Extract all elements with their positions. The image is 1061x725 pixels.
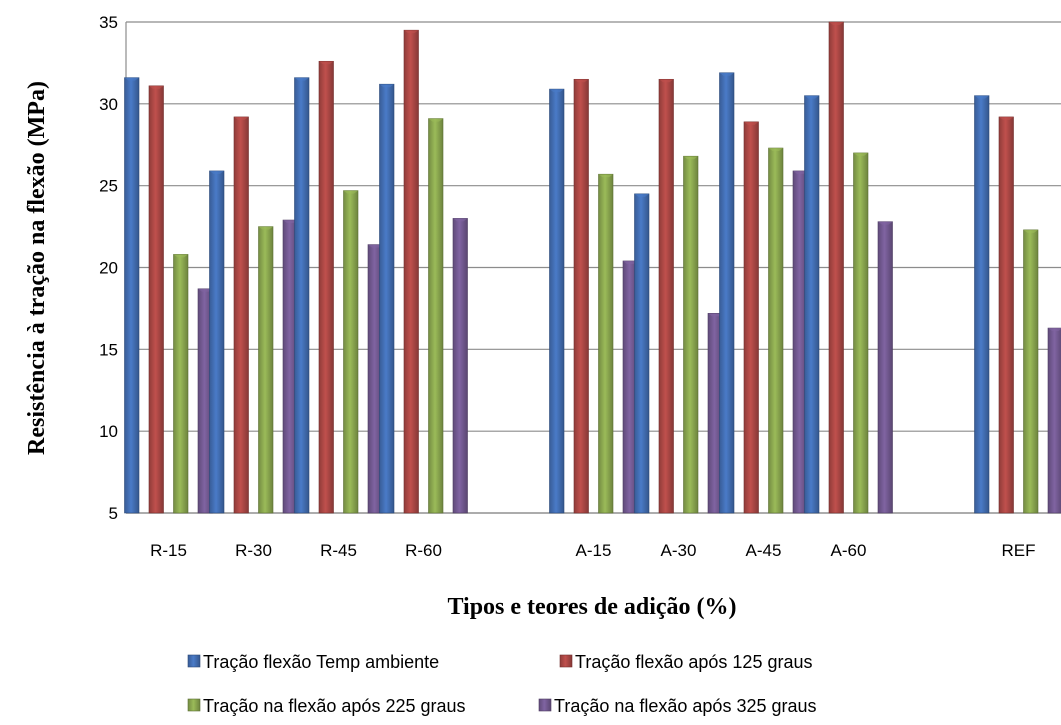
- bar: [403, 29, 419, 514]
- bar: [379, 83, 395, 514]
- bar: [719, 72, 735, 514]
- bar: [598, 173, 614, 514]
- legend-swatch: [187, 654, 201, 668]
- bar-cap: [173, 254, 188, 258]
- bar: [743, 121, 759, 514]
- bar-cap: [258, 226, 273, 230]
- bar: [1047, 327, 1061, 514]
- bar-cap: [744, 121, 759, 125]
- bar-cap: [623, 260, 638, 264]
- bar: [768, 147, 784, 514]
- legend-label: Tração na flexão após 325 graus: [554, 696, 817, 716]
- y-axis-title: Resistência à tração na flexão (MPa): [24, 81, 50, 455]
- y-tick-label: 25: [99, 177, 118, 196]
- bar: [233, 116, 249, 514]
- legend: Tração flexão Temp ambiente Tração flexão…: [187, 652, 817, 716]
- bar-cap: [719, 72, 734, 76]
- bar-cap: [124, 77, 139, 81]
- x-tick-label: R-30: [235, 541, 272, 560]
- legend-label: Tração flexão após 125 graus: [575, 652, 812, 672]
- x-tick-labels: R-15 R-30 R-45 R-60 A-15 A-30 A-45 A-60 REF: [150, 541, 1035, 560]
- bar: [148, 85, 164, 514]
- y-tick-labels: 5 10 15 20 25 30 35: [99, 13, 118, 523]
- bar-cap: [379, 84, 394, 88]
- legend-swatch: [187, 698, 201, 712]
- x-tick-label: A-60: [831, 541, 867, 560]
- bar-cap: [683, 156, 698, 160]
- bar-cap: [659, 79, 674, 83]
- bar-cap: [829, 22, 844, 25]
- bar: [209, 170, 225, 514]
- bar-cap: [209, 170, 224, 174]
- bar-cap: [319, 61, 334, 65]
- bar-cap: [198, 288, 213, 292]
- bar: [124, 77, 140, 514]
- bar-cap: [294, 77, 309, 81]
- y-tick-label: 20: [99, 259, 118, 278]
- bar: [428, 118, 444, 514]
- bar-cap: [804, 95, 819, 99]
- bar-cap: [708, 313, 723, 317]
- x-axis-title: Tipos e teores de adição (%): [447, 594, 736, 620]
- x-tick-label: R-45: [320, 541, 357, 560]
- bar-cap: [793, 170, 808, 174]
- bar-cap: [574, 79, 589, 83]
- bar: [634, 193, 650, 514]
- bar-cap: [853, 152, 868, 156]
- bar-cap: [974, 95, 989, 99]
- legend-swatch: [559, 654, 573, 668]
- bar-cap: [768, 148, 783, 152]
- bar-cap: [634, 193, 649, 197]
- bar: [258, 226, 274, 514]
- bar: [452, 218, 468, 514]
- bar-cap: [343, 190, 358, 194]
- x-tick-label: A-30: [661, 541, 697, 560]
- bar: [683, 155, 699, 514]
- bar-cap: [549, 89, 564, 93]
- bar-cap: [234, 116, 249, 120]
- x-tick-label: A-15: [576, 541, 612, 560]
- bar-cap: [368, 244, 383, 248]
- legend-swatch: [538, 698, 552, 712]
- bars: [124, 21, 1061, 514]
- y-tick-label: 5: [109, 504, 118, 523]
- gridlines: [125, 21, 1061, 514]
- bar-cap: [283, 220, 298, 224]
- y-tick-label: 30: [99, 95, 118, 114]
- y-tick-label: 35: [99, 13, 118, 32]
- bar: [343, 190, 359, 514]
- bar-cap: [428, 118, 443, 122]
- bar: [828, 21, 844, 514]
- bar: [1023, 229, 1039, 514]
- bar-cap: [878, 221, 893, 225]
- x-tick-label: R-15: [150, 541, 187, 560]
- bar: [974, 95, 990, 514]
- bar: [877, 221, 893, 514]
- bar-cap: [1023, 229, 1038, 233]
- x-tick-label: R-60: [405, 541, 442, 560]
- bar: [173, 254, 189, 514]
- bar: [658, 78, 674, 514]
- bar: [549, 88, 565, 514]
- bar-cap: [149, 85, 164, 89]
- bar-cap: [453, 218, 468, 222]
- bar: [804, 95, 820, 514]
- bar: [573, 78, 589, 514]
- bar-cap: [598, 174, 613, 178]
- bar: [998, 116, 1014, 514]
- x-tick-label: REF: [1002, 541, 1036, 560]
- bar-cap: [1048, 328, 1061, 332]
- y-tick-label: 10: [99, 422, 118, 441]
- legend-label: Tração flexão Temp ambiente: [203, 652, 439, 672]
- bar: [853, 152, 869, 514]
- y-tick-label: 15: [99, 340, 118, 359]
- bar: [294, 77, 310, 514]
- bar-cap: [404, 30, 419, 34]
- bar-cap: [999, 116, 1014, 120]
- legend-label: Tração na flexão após 225 graus: [203, 696, 466, 716]
- x-tick-label: A-45: [746, 541, 782, 560]
- bar: [318, 60, 334, 514]
